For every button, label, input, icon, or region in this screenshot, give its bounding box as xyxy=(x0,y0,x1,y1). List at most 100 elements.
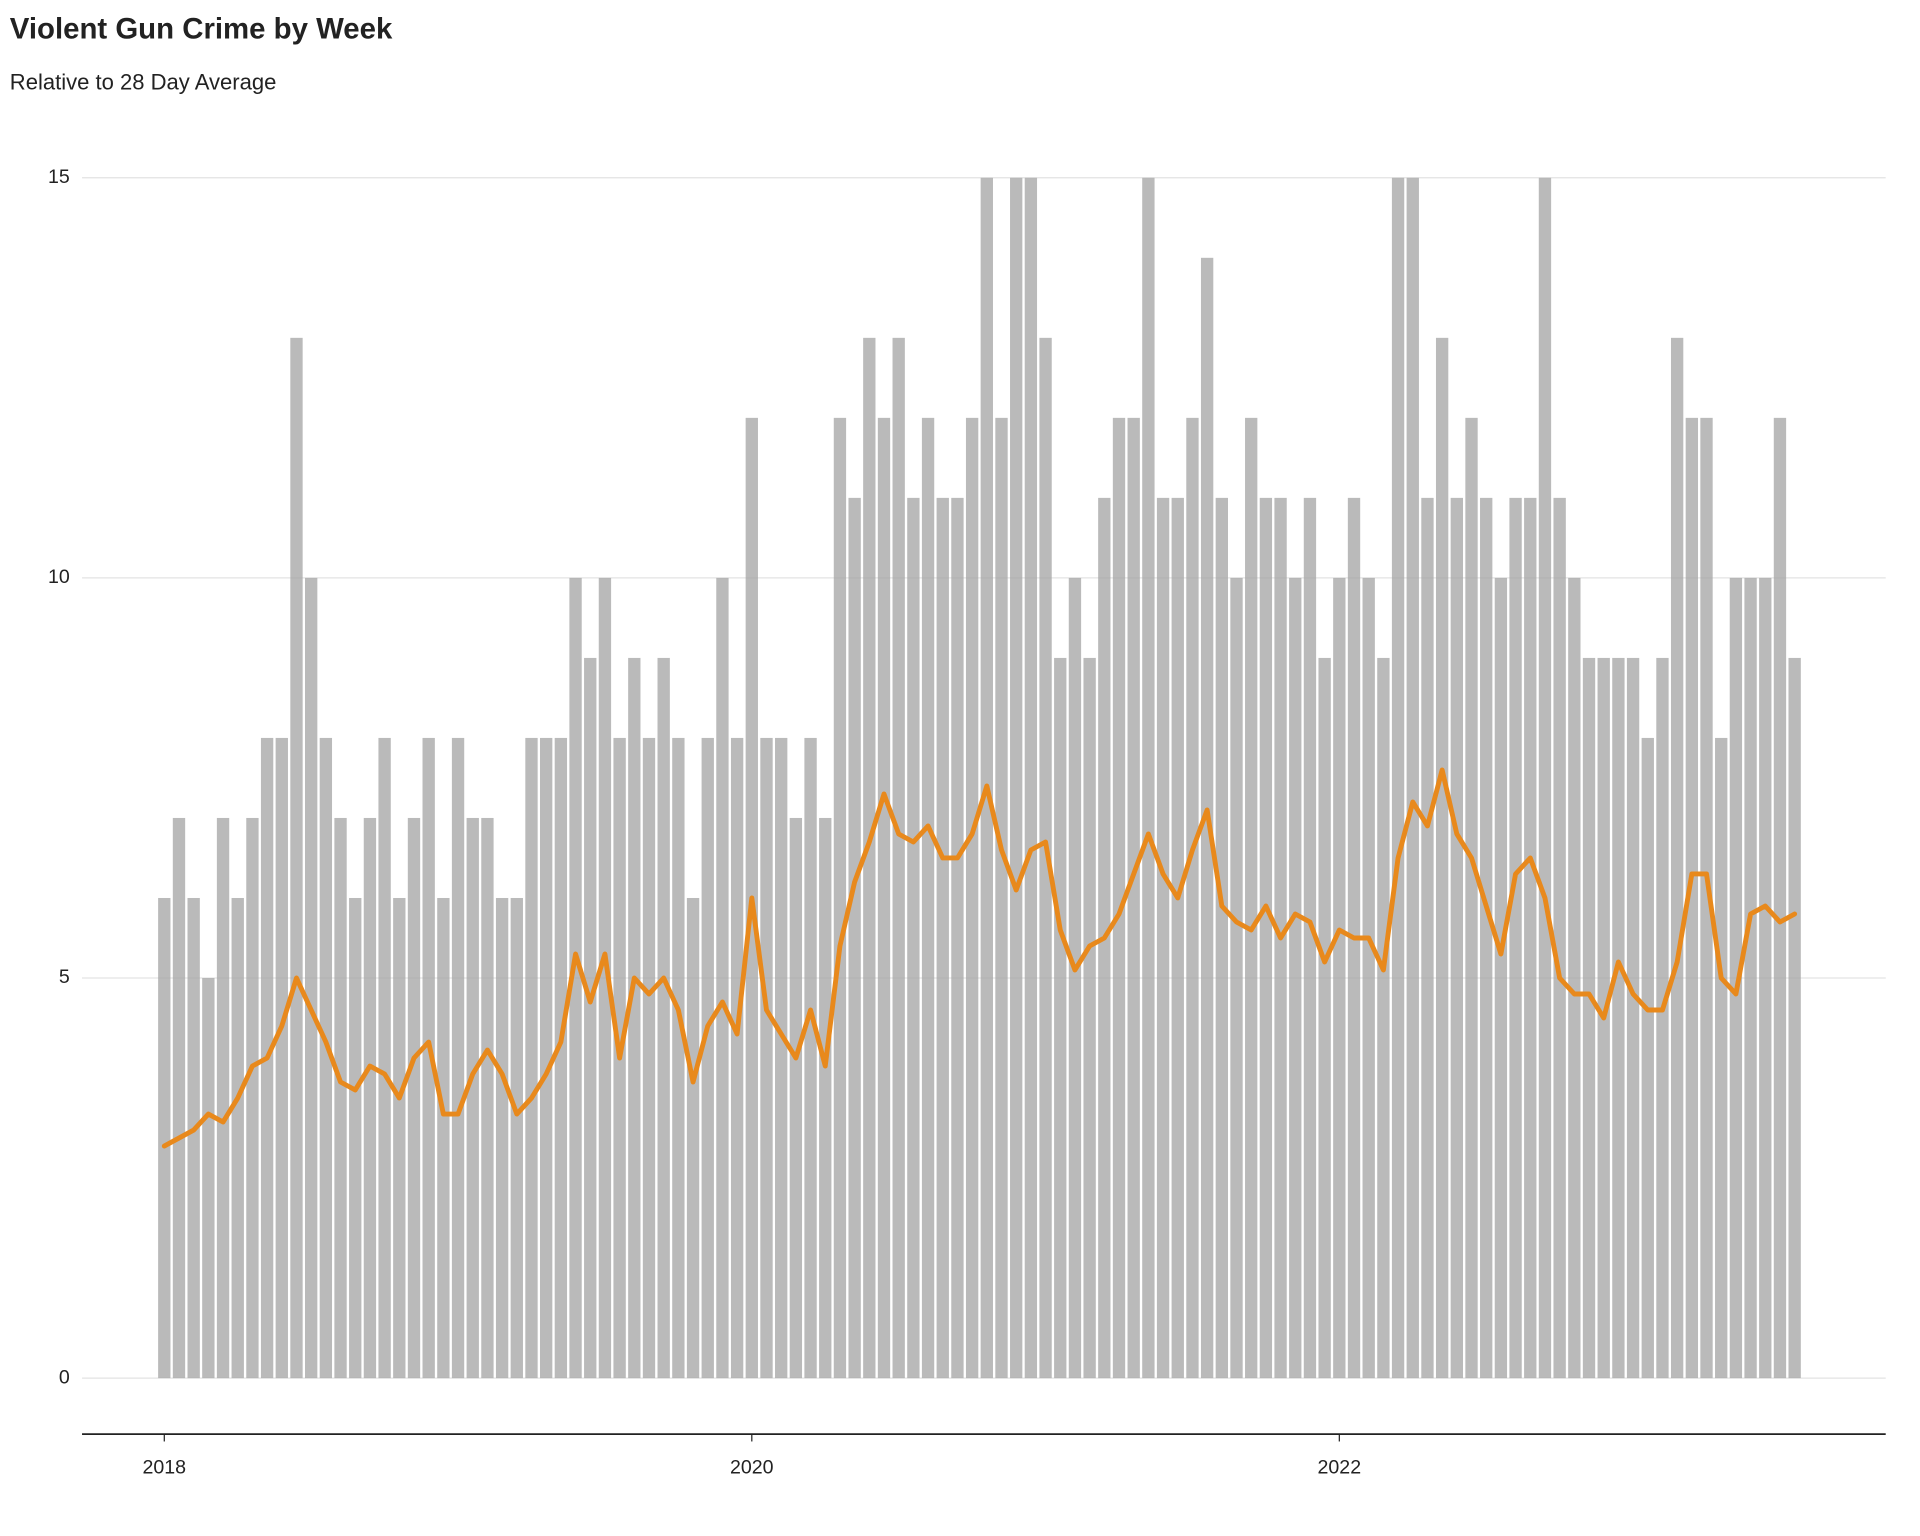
bar xyxy=(995,417,1008,1379)
bar xyxy=(495,897,509,1379)
bar xyxy=(863,337,876,1379)
bar xyxy=(686,897,700,1379)
bar xyxy=(407,817,421,1379)
bar xyxy=(1435,337,1449,1379)
bar xyxy=(1700,417,1713,1379)
bar xyxy=(1406,177,1419,1379)
bar xyxy=(554,737,568,1379)
bar xyxy=(716,577,729,1379)
bar xyxy=(290,337,303,1379)
bar xyxy=(158,897,171,1379)
bar xyxy=(1744,577,1757,1379)
bar xyxy=(1127,417,1140,1379)
bar xyxy=(598,577,612,1379)
bar xyxy=(1612,657,1625,1379)
bar xyxy=(1156,497,1170,1379)
bar xyxy=(951,497,964,1379)
bar xyxy=(1245,417,1258,1379)
bar xyxy=(730,737,744,1379)
bar xyxy=(760,737,773,1379)
bar xyxy=(628,657,641,1379)
bar xyxy=(1465,417,1478,1379)
bar xyxy=(1568,577,1581,1379)
bar xyxy=(921,417,935,1379)
bar xyxy=(1215,497,1228,1379)
bar xyxy=(231,897,244,1379)
bar xyxy=(1729,577,1743,1379)
bar xyxy=(540,737,553,1379)
bar xyxy=(907,497,920,1379)
bar xyxy=(1333,577,1346,1379)
y-tick-label: 10 xyxy=(48,566,70,588)
bar xyxy=(525,737,538,1379)
bar xyxy=(1289,577,1302,1379)
chart-title: Violent Gun Crime by Week xyxy=(10,13,393,46)
bar xyxy=(672,737,685,1379)
bar xyxy=(1010,177,1023,1379)
bar xyxy=(202,978,215,1379)
bar xyxy=(892,337,905,1379)
bar xyxy=(657,657,670,1379)
bar xyxy=(1656,657,1669,1379)
bar xyxy=(1538,177,1552,1379)
bar xyxy=(819,817,832,1379)
bar xyxy=(275,737,288,1379)
bar xyxy=(980,177,993,1379)
bar xyxy=(1494,577,1508,1379)
line xyxy=(161,767,1798,1149)
bar xyxy=(1362,577,1375,1379)
bar xyxy=(393,897,406,1379)
bar xyxy=(1259,497,1273,1379)
y-tick-label: 0 xyxy=(59,1366,70,1388)
bar xyxy=(1377,657,1390,1379)
bar xyxy=(1054,657,1067,1379)
bar xyxy=(481,817,494,1379)
bar xyxy=(1641,737,1654,1379)
bar xyxy=(877,417,891,1379)
bar xyxy=(319,737,333,1379)
chart-subtitle: Relative to 28 Day Average xyxy=(10,69,277,94)
y-tick-label: 15 xyxy=(48,166,70,188)
bar xyxy=(1450,497,1463,1379)
bar xyxy=(422,737,435,1379)
bar xyxy=(1773,417,1787,1379)
x-tick-label: 2022 xyxy=(1318,1457,1362,1479)
bar xyxy=(1582,657,1596,1379)
bar xyxy=(246,817,259,1379)
bar xyxy=(1553,497,1566,1379)
bar xyxy=(349,897,362,1379)
bar xyxy=(363,817,377,1379)
bar xyxy=(1142,177,1155,1379)
bar xyxy=(804,737,817,1379)
bar xyxy=(451,737,465,1379)
bar xyxy=(437,897,450,1379)
bar xyxy=(833,417,847,1379)
bar xyxy=(1685,417,1699,1379)
bar xyxy=(378,737,391,1379)
bar xyxy=(1303,497,1317,1379)
bar xyxy=(334,817,347,1379)
bar xyxy=(1509,497,1522,1379)
bar xyxy=(775,737,788,1379)
y-tick-label: 5 xyxy=(59,966,70,988)
bar xyxy=(1759,577,1772,1379)
bar xyxy=(1039,337,1052,1379)
bar xyxy=(305,577,318,1379)
bar xyxy=(1068,577,1082,1379)
bar xyxy=(1524,497,1537,1379)
bar xyxy=(172,817,186,1379)
bar xyxy=(569,577,582,1379)
bar xyxy=(1670,337,1684,1379)
bar xyxy=(1626,657,1640,1379)
bar xyxy=(848,497,861,1379)
bar xyxy=(1318,657,1331,1379)
bar xyxy=(1391,177,1405,1379)
bar xyxy=(1788,657,1801,1379)
bar xyxy=(701,737,714,1379)
bar xyxy=(1186,417,1199,1379)
bar xyxy=(466,817,479,1379)
bar xyxy=(1024,177,1038,1379)
x-tick-label: 2018 xyxy=(143,1457,187,1479)
